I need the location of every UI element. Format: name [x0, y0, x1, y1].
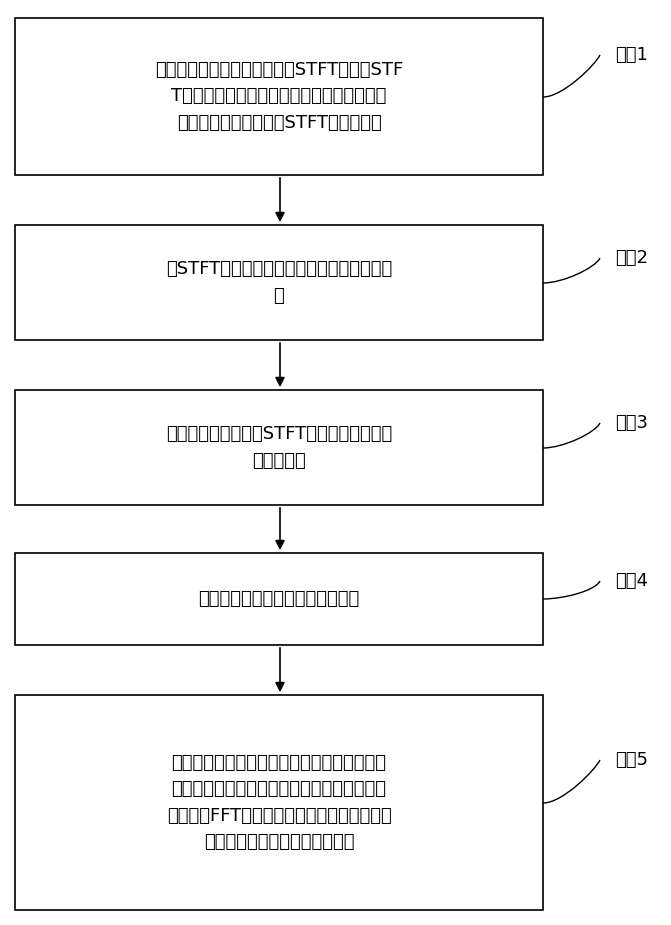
- Text: 步骤5: 步骤5: [615, 751, 648, 769]
- Bar: [15, 695, 543, 910]
- Bar: [15, 553, 543, 645]
- Text: 步骤4: 步骤4: [615, 572, 648, 590]
- Text: 在二维过门限检测结果中检测子码: 在二维过门限检测结果中检测子码: [199, 590, 360, 608]
- Text: 对STFT的结果做二维形态学滤波平滑噪声基
底: 对STFT的结果做二维形态学滤波平滑噪声基 底: [166, 260, 392, 304]
- Text: 对平滑噪声基底后的STFT的变换结果做二维
过门限检测: 对平滑噪声基底后的STFT的变换结果做二维 过门限检测: [166, 426, 392, 470]
- Text: 对待检信号做短时傅里叶变换STFT，根据STF
T的结果计算一个子码的长度，并将所计算的
子码的长度设置为后续STFT处理的窗长: 对待检信号做短时傅里叶变换STFT，根据STF T的结果计算一个子码的长度，并将…: [155, 61, 403, 132]
- Bar: [15, 18, 543, 175]
- Text: 步骤2: 步骤2: [615, 249, 648, 267]
- Text: 步骤3: 步骤3: [615, 414, 648, 432]
- Text: 根据检测得到的子码的起止位置在待检信号的
原始数据中截取每个子码对应的数据，并做傅
里叶变换FFT计算子码频率，并根据子码频率
进一步计算待检信号的其他参数: 根据检测得到的子码的起止位置在待检信号的 原始数据中截取每个子码对应的数据，并做…: [166, 754, 391, 851]
- Bar: [15, 225, 543, 340]
- Bar: [15, 390, 543, 505]
- Text: 步骤1: 步骤1: [615, 46, 648, 64]
